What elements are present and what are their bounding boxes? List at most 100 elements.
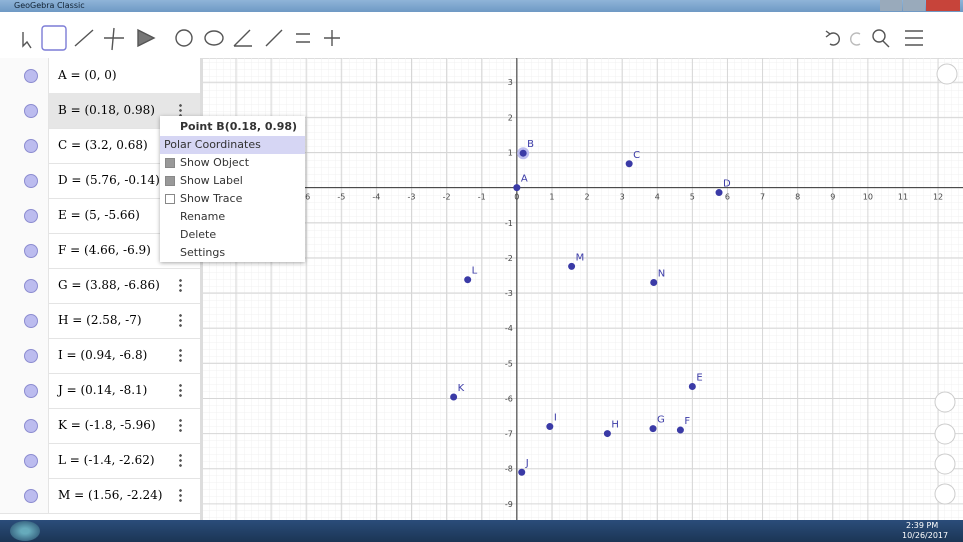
point[interactable] xyxy=(626,160,633,167)
point[interactable] xyxy=(520,150,527,157)
x-tick-label: 9 xyxy=(830,193,835,202)
graph-style-button[interactable] xyxy=(937,64,957,84)
algebra-row[interactable]: K = (-1.8, -5.96) xyxy=(0,408,200,444)
reflect-tool[interactable] xyxy=(266,30,282,46)
algebra-text: B = (0.18, 0.98) xyxy=(58,103,155,117)
checkbox xyxy=(165,176,175,186)
point-label: H xyxy=(611,420,619,431)
x-tick-label: 5 xyxy=(690,193,695,202)
menu-item[interactable]: Show Label xyxy=(160,172,305,190)
point[interactable] xyxy=(513,184,520,191)
visibility-toggle[interactable] xyxy=(24,174,38,188)
point-label: A xyxy=(521,174,528,185)
point-tool[interactable] xyxy=(42,26,66,50)
checkbox xyxy=(165,158,175,168)
row-menu[interactable] xyxy=(179,103,182,117)
y-tick-label: -7 xyxy=(505,430,513,439)
zoom-in-button[interactable] xyxy=(935,424,955,444)
algebra-text: A = (0, 0) xyxy=(58,68,117,82)
algebra-row[interactable]: A = (0, 0) xyxy=(0,58,200,94)
point[interactable] xyxy=(450,394,457,401)
row-menu[interactable] xyxy=(179,348,182,362)
point[interactable] xyxy=(650,425,657,432)
point[interactable] xyxy=(650,279,657,286)
point-label: D xyxy=(723,179,731,190)
menu-item[interactable]: Show Trace xyxy=(160,190,305,208)
point-label: G xyxy=(657,415,665,426)
start-button[interactable] xyxy=(10,521,40,541)
minimize-button[interactable] xyxy=(880,0,902,11)
visibility-toggle[interactable] xyxy=(24,349,38,363)
row-menu[interactable] xyxy=(179,418,182,432)
visibility-toggle[interactable] xyxy=(24,69,38,83)
menu-item[interactable]: Rename xyxy=(160,208,305,226)
menu-item-text: Show Trace xyxy=(180,192,242,205)
point[interactable] xyxy=(518,469,525,476)
point[interactable] xyxy=(689,383,696,390)
algebra-row[interactable]: J = (0.14, -8.1) xyxy=(0,373,200,409)
row-menu[interactable] xyxy=(179,383,182,397)
slider-tool[interactable] xyxy=(296,34,310,42)
visibility-toggle[interactable] xyxy=(24,104,38,118)
point[interactable] xyxy=(677,427,684,434)
visibility-toggle[interactable] xyxy=(24,244,38,258)
menu-item[interactable]: Settings xyxy=(160,244,305,262)
fullscreen-button[interactable] xyxy=(935,484,955,504)
search-button[interactable] xyxy=(873,30,885,42)
point[interactable] xyxy=(568,263,575,270)
move-view-tool[interactable] xyxy=(324,30,340,46)
visibility-toggle[interactable] xyxy=(24,314,38,328)
point-label: M xyxy=(576,252,585,263)
point[interactable] xyxy=(464,276,471,283)
maximize-button[interactable] xyxy=(903,0,925,11)
menu-item[interactable]: Delete xyxy=(160,226,305,244)
y-tick-label: -1 xyxy=(505,219,513,228)
clock-time: 2:39 PM xyxy=(906,521,938,530)
algebra-row[interactable]: G = (3.88, -6.86) xyxy=(0,268,200,304)
search-handle xyxy=(883,41,889,47)
visibility-toggle[interactable] xyxy=(24,489,38,503)
visibility-toggle[interactable] xyxy=(24,279,38,293)
close-button[interactable] xyxy=(926,0,960,11)
zoom-out-button[interactable] xyxy=(935,454,955,474)
point[interactable] xyxy=(716,189,723,196)
x-tick-label: 6 xyxy=(725,193,730,202)
row-menu[interactable] xyxy=(179,313,182,327)
visibility-toggle[interactable] xyxy=(24,139,38,153)
row-menu[interactable] xyxy=(179,453,182,467)
circle-tool[interactable] xyxy=(176,30,192,46)
algebra-row[interactable]: H = (2.58, -7) xyxy=(0,303,200,339)
graphics-view: -8-7-6-5-4-3-2-10123456789101112-9-8-7-6… xyxy=(203,58,963,520)
visibility-toggle[interactable] xyxy=(24,454,38,468)
redo-button[interactable] xyxy=(851,33,860,45)
x-tick-label: -5 xyxy=(337,193,345,202)
visibility-toggle[interactable] xyxy=(24,384,38,398)
x-tick-label: -4 xyxy=(372,193,380,202)
point-label: F xyxy=(684,416,690,427)
row-menu[interactable] xyxy=(179,278,182,292)
visibility-toggle[interactable] xyxy=(24,209,38,223)
visibility-toggle[interactable] xyxy=(24,419,38,433)
row-menu[interactable] xyxy=(179,488,182,502)
locate-button[interactable] xyxy=(935,392,955,412)
menu-item[interactable]: Show Object xyxy=(160,154,305,172)
menu-item[interactable]: Polar Coordinates xyxy=(160,136,305,154)
ellipse-tool[interactable] xyxy=(205,31,223,45)
menu-button[interactable] xyxy=(905,31,923,45)
undo-button[interactable] xyxy=(826,31,839,45)
perpendicular-tool[interactable] xyxy=(104,28,124,50)
point[interactable] xyxy=(546,423,553,430)
point-label: E xyxy=(696,372,702,383)
algebra-text: E = (5, -5.66) xyxy=(58,208,140,222)
algebra-row[interactable]: I = (0.94, -6.8) xyxy=(0,338,200,374)
algebra-text: L = (-1.4, -2.62) xyxy=(58,453,155,467)
title-bar: GeoGebra Classic xyxy=(0,0,963,12)
point[interactable] xyxy=(604,430,611,437)
algebra-row[interactable]: M = (1.56, -2.24) xyxy=(0,478,200,514)
angle-tool[interactable] xyxy=(234,30,252,46)
line-tool[interactable] xyxy=(75,30,93,46)
algebra-row[interactable]: L = (-1.4, -2.62) xyxy=(0,443,200,479)
move-tool[interactable] xyxy=(23,32,31,48)
point-label: C xyxy=(633,150,640,161)
polygon-tool[interactable] xyxy=(138,30,154,46)
